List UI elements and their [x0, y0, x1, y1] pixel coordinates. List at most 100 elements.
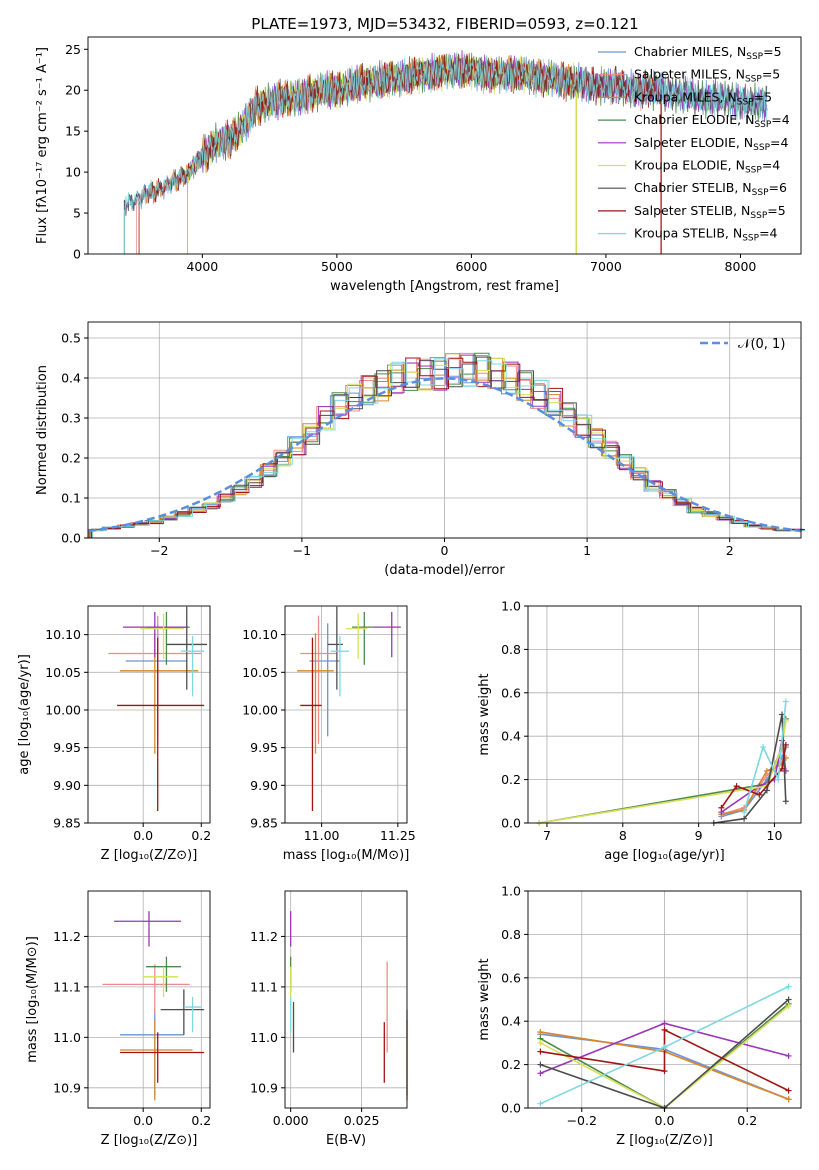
legend-entry: Salpeter MILES, NSSP=5	[634, 67, 780, 85]
weight_vs_age-tick-label-y: 0.8	[501, 642, 521, 657]
age_vs_mass-tick-label-y: 10.00	[242, 702, 278, 717]
spectrum-legend: Chabrier MILES, NSSP=5 Salpeter MILES, NS…	[598, 44, 790, 244]
gaussian-curve	[87, 377, 802, 533]
residuals-tick-label-y: 0.2	[61, 451, 81, 466]
spectrum-tick-label-x: 4000	[186, 259, 218, 274]
age_vs_mass-tick-label-y: 9.85	[250, 816, 278, 831]
weight_vs_Z-tick-label-y: 0.8	[501, 927, 521, 942]
mass_vs_ebv-marks	[290, 911, 408, 1101]
residuals-marks	[87, 352, 806, 538]
residuals-tick-label-x: 2	[726, 543, 734, 558]
age_vs_mass-tick-label-y: 9.90	[250, 778, 278, 793]
mass_vs_ebv-panel: 0.000 0.025 10.9 11.0 11.1 11.2 E(B-V)	[250, 890, 408, 1148]
weight_vs_age-tick-label-x: 9	[695, 828, 703, 843]
figure-title: PLATE=1973, MJD=53432, FIBERID=0593, z=0…	[251, 15, 638, 33]
spectrum-tick-label-y: 10	[65, 165, 81, 180]
age_vs_mass-xlabel: mass [log₁₀(M/M⊙)]	[283, 848, 410, 863]
residuals-xlabel: (data-model)/error	[384, 563, 505, 578]
spectrum-xlabel: wavelength [Angstrom, rest frame]	[330, 279, 559, 294]
weight_vs_Z-tick-label-y: 0.4	[501, 1014, 521, 1029]
weight_vs_Z-ylabel: mass weight	[477, 958, 492, 1040]
spectrum-panel: 4000 5000 6000 7000 8000 0 5 10 15 20 25 wavelength…	[35, 36, 802, 294]
mass_vs_ebv-xlabel: E(B-V)	[326, 1133, 366, 1148]
spectrum-tick-label-x: 6000	[455, 259, 487, 274]
age_vs_mass-marks	[297, 606, 401, 811]
mass_vs_ebv-tick-label-x: 0.025	[344, 1113, 380, 1128]
weight_vs_Z-tick-label-x: −0.2	[567, 1113, 597, 1128]
weight_vs_Z-tick-label-y: 0.0	[501, 1101, 521, 1116]
mass_vs_Z-panel: 0.0 0.2 10.9 11.0 11.1 11.2 Z [log₁₀(Z/Z⊙)] mas…	[25, 890, 211, 1148]
legend-entry: Kroupa STELIB, NSSP=4	[634, 226, 778, 244]
age_vs_mass-tick-label-y: 10.05	[242, 665, 278, 680]
weight_vs_age-series-line	[539, 718, 787, 824]
age_vs_Z-xlabel: Z [log₁₀(Z/Z⊙)]	[101, 848, 198, 863]
weight_vs_Z-tick-label-y: 1.0	[501, 884, 521, 899]
spectrum-tick-label-y: 5	[73, 206, 81, 221]
weight_vs_Z-tick-label-x: 0.0	[655, 1113, 675, 1128]
age_vs_Z-ylabel: age [log₁₀(age/yr)]	[17, 654, 32, 775]
weight_vs_age-tick-label-y: 1.0	[501, 599, 521, 614]
weight_vs_Z-tick-label-y: 0.2	[501, 1057, 521, 1072]
legend-entry: Salpeter STELIB, NSSP=5	[634, 203, 786, 221]
age_vs_Z-tick-label-y: 10.10	[45, 627, 81, 642]
spectrum-tick-label-x: 8000	[725, 259, 757, 274]
age_vs_Z-tick-label-x: 0.2	[191, 828, 211, 843]
mass_vs_Z-ylabel: mass [log₁₀(M/M⊙)]	[25, 936, 40, 1063]
mass_vs_Z-tick-label-x: 0.2	[191, 1113, 211, 1128]
spectrum-series-line	[123, 51, 768, 254]
spectrum-tick-label-y: 25	[65, 42, 81, 57]
mass_vs_Z-tick-label-y: 10.9	[53, 1080, 81, 1095]
weight_vs_age-ylabel: mass weight	[477, 673, 492, 755]
weight_vs_Z-panel: −0.2 0.0 0.2 0.0 0.2 0.4 0.6 0.8 1.0 Z [log₁₀(Z/Z…	[477, 884, 802, 1148]
age_vs_Z-tick-label-y: 9.90	[53, 778, 81, 793]
weight_vs_age-series-line	[743, 701, 787, 813]
age_vs_Z-panel: 0.0 0.2 9.85 9.90 9.95 10.00 10.05 10.10 Z [log₁…	[17, 605, 211, 863]
mass_vs_Z-xlabel: Z [log₁₀(Z/Z⊙)]	[101, 1133, 198, 1148]
age_vs_mass-tick-label-x: 11.00	[304, 828, 340, 843]
weight_vs_Z-frame	[527, 890, 802, 1109]
weight_vs_age-tick-label-x: 7	[543, 828, 551, 843]
weight_vs_age-xlabel: age [log₁₀(age/yr)]	[604, 848, 725, 863]
weight_vs_age-tick-label-y: 0.2	[501, 772, 521, 787]
age_vs_Z-marks	[108, 606, 208, 811]
residuals-tick-label-x: 0	[441, 543, 449, 558]
residual-histogram-series	[89, 352, 803, 538]
residual-histogram-series	[90, 356, 805, 538]
spectrum-tick-label-y: 0	[73, 247, 81, 262]
weight_vs_age-tick-label-y: 0.6	[501, 685, 521, 700]
age_vs_Z-tick-label-x: 0.0	[133, 828, 153, 843]
residuals-tick-label-x: −2	[150, 543, 168, 558]
weight_vs_age-marks	[536, 698, 789, 826]
residuals-ylabel: Normed distribution	[35, 365, 50, 495]
residuals-tick-label-x: −1	[293, 543, 311, 558]
mass_vs_ebv-tick-label-y: 10.9	[250, 1080, 278, 1095]
legend-entry: Chabrier ELODIE, NSSP=4	[634, 112, 790, 130]
age_vs_Z-tick-label-y: 10.00	[45, 702, 81, 717]
age_vs_mass-tick-label-x: 11.25	[380, 828, 416, 843]
plot-layer: 4000 5000 6000 7000 80000510152025wavelength…	[17, 36, 806, 1148]
weight_vs_age-frame	[527, 605, 802, 824]
age_vs_mass-tick-label-y: 9.95	[250, 740, 278, 755]
legend-entry: Kroupa ELODIE, NSSP=4	[634, 158, 780, 176]
age_vs_Z-tick-label-y: 10.05	[45, 665, 81, 680]
mass_vs_ebv-tick-label-y: 11.2	[250, 929, 278, 944]
legend-entry: Chabrier STELIB, NSSP=6	[634, 180, 787, 198]
legend-entry: Chabrier MILES, NSSP=5	[634, 44, 782, 62]
age_vs_mass-panel: 11.00 11.25 9.85 9.90 9.95 10.00 10.05 10.10 mas…	[242, 605, 416, 863]
legend-entry: Salpeter ELODIE, NSSP=4	[634, 135, 789, 153]
legend-entry: Kroupa MILES, NSSP=5	[634, 89, 772, 107]
weight_vs_age-tick-label-y: 0.0	[501, 816, 521, 831]
weight_vs_age-tick-label-x: 8	[619, 828, 627, 843]
mass_vs_ebv-tick-label-y: 11.1	[250, 979, 278, 994]
spectrum-frame	[87, 36, 802, 255]
spectrum-tick-label-x: 7000	[590, 259, 622, 274]
weight_vs_Z-series-line	[540, 1028, 789, 1092]
age_vs_Z-frame	[87, 605, 211, 824]
age_vs_mass-tick-label-y: 10.10	[242, 627, 278, 642]
weight_vs_age-panel: 7 8 9 10 0.0 0.2 0.4 0.6 0.8 1.0 age [log₁₀(age/yr…	[477, 599, 802, 863]
spectrum-ylabel: Flux [fλ10⁻¹⁷ erg cm⁻² s⁻¹ A⁻¹]	[35, 47, 50, 244]
spectrum-tick-label-x: 5000	[321, 259, 353, 274]
residuals-tick-label-y: 0.4	[61, 371, 81, 386]
mass_vs_Z-tick-label-x: 0.0	[133, 1113, 153, 1128]
